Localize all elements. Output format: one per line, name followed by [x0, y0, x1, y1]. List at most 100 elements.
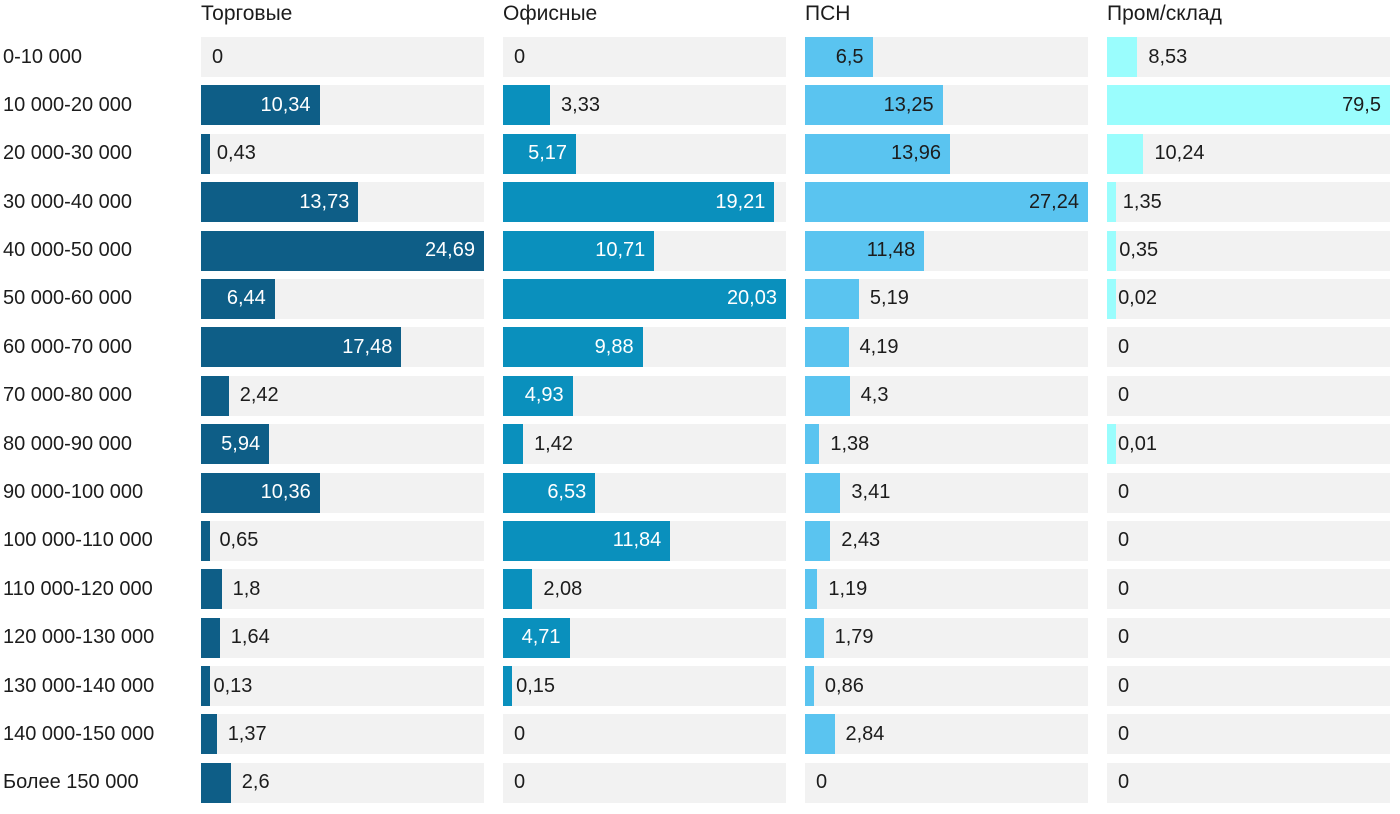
- bar-track: 5,17: [503, 133, 786, 174]
- bar-track: 2,84: [805, 714, 1088, 755]
- row-label: 70 000-80 000: [3, 384, 133, 407]
- bar-value-label: 0: [1118, 335, 1130, 358]
- bar-value-label: 0: [1118, 771, 1130, 794]
- bar-track: 0,65: [201, 520, 484, 561]
- row-label: 80 000-90 000: [3, 432, 133, 455]
- row-label: Более 150 000: [3, 771, 139, 794]
- bar-value-label: 2,43: [841, 529, 881, 552]
- bar-track: 13,25: [805, 85, 1088, 126]
- bar-track: 3,41: [805, 472, 1088, 513]
- bar-value-label: 5,94: [221, 432, 261, 455]
- bar: [503, 666, 512, 707]
- column-header-torgovye: Торговые: [201, 2, 293, 25]
- bar-track: 0: [1107, 520, 1390, 561]
- bar-value-label: 0,43: [216, 142, 256, 165]
- bar: 27,24: [805, 182, 1088, 223]
- bar-track: 1,8: [201, 569, 484, 610]
- bar: 11,84: [503, 520, 671, 561]
- chart-row: 60 000-70 000 17,48 9,88 4,19 0: [0, 327, 1400, 368]
- bar: [1107, 278, 1116, 319]
- chart-row: 0-10 000 0 0 6,5 8,53: [0, 37, 1400, 77]
- bar: [805, 375, 850, 416]
- bar-value-label: 6,44: [226, 287, 266, 310]
- bar-track: 2,42: [201, 375, 484, 416]
- bar-value-label: 0: [816, 771, 828, 794]
- row-label: 110 000-120 000: [3, 577, 153, 600]
- chart-row: 90 000-100 000 10,36 6,53 3,41 0: [0, 472, 1400, 513]
- bar: 13,25: [805, 85, 943, 126]
- bar-value-label: 0,35: [1119, 239, 1159, 262]
- bar-track: 4,19: [805, 327, 1088, 368]
- bar-value-label: 0,02: [1118, 287, 1157, 310]
- bar-track: 6,44: [201, 278, 484, 319]
- bar-track: 1,19: [805, 569, 1088, 610]
- bar: [1107, 230, 1116, 271]
- bar-track: 11,84: [503, 520, 786, 561]
- chart-row: 100 000-110 000 0,65 11,84 2,43 0: [0, 520, 1400, 561]
- column-header-prom-sklad: Пром/склад: [1107, 2, 1222, 25]
- bar-value-label: 2,08: [543, 577, 583, 600]
- bar-value-label: 10,24: [1154, 142, 1205, 165]
- bar-track: 6,5: [805, 37, 1088, 77]
- bar-value-label: 19,21: [715, 190, 766, 213]
- bar-track: 2,43: [805, 520, 1088, 561]
- bar: [805, 666, 814, 707]
- bar-track: 8,53: [1107, 37, 1390, 77]
- chart-row: 30 000-40 000 13,73 19,21 27,24 1,35: [0, 182, 1400, 223]
- bar-track: 0: [503, 37, 786, 77]
- bar-track: 20,03: [503, 278, 786, 319]
- bar-track: 0: [1107, 569, 1390, 610]
- chart-row: 10 000-20 000 10,34 3,33 13,25 79,5: [0, 85, 1400, 126]
- bar-value-label: 0: [514, 45, 526, 68]
- bar: [201, 375, 229, 416]
- bar-track: 13,96: [805, 133, 1088, 174]
- bar: [1107, 37, 1138, 77]
- bar-value-label: 10,34: [260, 93, 311, 116]
- bar-track: 1,64: [201, 617, 484, 658]
- bar-track: 5,19: [805, 278, 1088, 319]
- bar-value-label: 3,41: [851, 481, 891, 504]
- row-label: 0-10 000: [3, 45, 82, 68]
- bar: 17,48: [201, 327, 402, 368]
- bar: 5,17: [503, 133, 577, 174]
- bar-track: 0: [1107, 472, 1390, 513]
- chart-row: 70 000-80 000 2,42 4,93 4,3 0: [0, 375, 1400, 416]
- row-label: 120 000-130 000: [3, 626, 155, 649]
- bar: [201, 617, 220, 658]
- bar-value-label: 0,65: [219, 529, 259, 552]
- bar-value-label: 1,64: [230, 626, 270, 649]
- bar: 20,03: [503, 278, 786, 319]
- bar-value-label: 13,96: [890, 142, 942, 165]
- bar-track: 2,6: [201, 762, 484, 803]
- bar-track: 0,43: [201, 133, 484, 174]
- bar-value-label: 0: [1118, 481, 1130, 504]
- bar-track: 0: [201, 37, 484, 77]
- bar: [201, 714, 217, 755]
- column-header-psn: ПСН: [805, 2, 851, 25]
- bar: 6,53: [503, 472, 596, 513]
- bar: 13,73: [201, 182, 359, 223]
- bar-track: 0: [1107, 375, 1390, 416]
- bar-track: 1,38: [805, 424, 1088, 465]
- bar-value-label: 5,17: [528, 142, 568, 165]
- bar-value-label: 13,73: [299, 190, 350, 213]
- bar-value-label: 1,8: [232, 577, 261, 600]
- bar-track: 0,35: [1107, 230, 1390, 271]
- bar-track: 13,73: [201, 182, 484, 223]
- bar-value-label: 10,36: [260, 481, 311, 504]
- bar-track: 1,37: [201, 714, 484, 755]
- row-label: 10 000-20 000: [3, 93, 133, 116]
- row-label: 40 000-50 000: [3, 239, 133, 262]
- bar-value-label: 9,88: [594, 335, 634, 358]
- bar-track: 4,3: [805, 375, 1088, 416]
- bar-value-label: 0: [514, 771, 526, 794]
- row-label: 30 000-40 000: [3, 190, 133, 213]
- bar-value-label: 20,03: [726, 287, 777, 310]
- bar-track: 0: [1107, 327, 1390, 368]
- bar-value-label: 13,25: [883, 93, 934, 116]
- chart-row: 40 000-50 000 24,69 10,71 11,48 0,35: [0, 230, 1400, 271]
- bar: 4,71: [503, 617, 570, 658]
- bar: [201, 762, 231, 803]
- bar: 13,96: [805, 133, 951, 174]
- bar-value-label: 5,19: [869, 287, 909, 310]
